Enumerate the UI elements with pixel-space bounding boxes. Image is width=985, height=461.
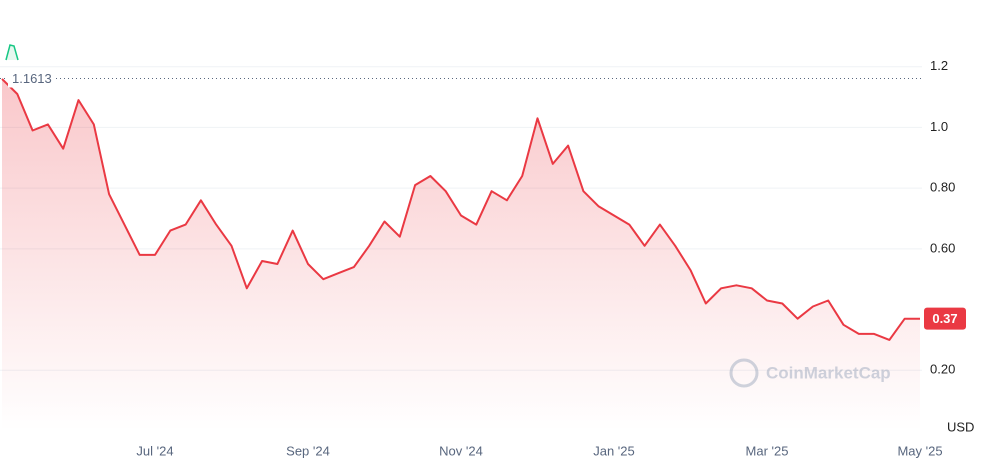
watermark: CoinMarketCap [729,358,891,388]
x-tick-label: Nov '24 [439,443,483,458]
x-tick-label: Mar '25 [746,443,789,458]
reference-label-bg [8,69,56,88]
x-tick-label: May '25 [897,443,942,458]
price-area [2,78,920,432]
y-tick-label: 1.0 [930,119,948,134]
y-tick-label: 0.80 [930,180,955,195]
x-tick-label: Jan '25 [593,443,635,458]
watermark-text: CoinMarketCap [766,363,891,382]
x-tick-label: Jul '24 [136,443,173,458]
plot [1,78,920,432]
start-marker [5,44,19,61]
last-price-badge [924,307,966,330]
y-tick-label: 0.20 [930,362,955,377]
y-tick-label: 0.60 [930,240,955,255]
x-tick-label: Sep '24 [286,443,330,458]
reference-label: 1.1613 [12,71,52,86]
grid: 0.20 0.60 0.80 1.0 1.2 Jul '24 Sep '24 Nov '24 J… [0,58,955,458]
y-tick-label: 1.2 [930,58,948,73]
last-price-label: 0.37 [932,311,957,326]
overlay: 1.1613 0.37 [0,69,966,330]
unit-label: USD [947,419,974,434]
price-line [1,78,920,341]
